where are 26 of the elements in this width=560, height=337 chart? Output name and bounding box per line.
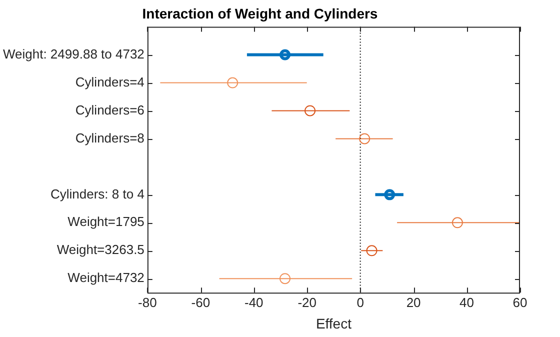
- x-tick-label: -20: [298, 294, 316, 310]
- x-axis-title: Effect: [316, 315, 352, 332]
- x-tick-label: 40: [460, 294, 474, 310]
- x-tick-label: 60: [512, 294, 528, 310]
- point: [280, 273, 291, 284]
- y-tick-label: Weight=4732: [68, 270, 144, 286]
- y-tick-label: Weight=3263.5: [56, 242, 144, 258]
- x-tick-label: -60: [191, 294, 210, 310]
- point: [227, 77, 238, 88]
- x-tick-label: -80: [138, 294, 157, 310]
- point: [304, 105, 316, 116]
- point: [452, 217, 463, 228]
- point: [366, 245, 378, 256]
- x-tick-label: -40: [244, 294, 264, 310]
- y-tick-label: Cylinders=4: [75, 74, 144, 90]
- point: [280, 49, 291, 60]
- y-tick-label: Cylinders: 8 to 4: [50, 186, 144, 202]
- x-tick-label: 20: [406, 294, 421, 310]
- y-tick-label: Cylinders=6: [75, 102, 144, 118]
- point: [384, 189, 396, 200]
- y-tick-label: Weight=1795: [68, 214, 144, 230]
- x-tick-label: 0: [356, 294, 364, 310]
- point: [359, 133, 370, 144]
- y-tick-label: Weight: 2499.88 to 4732: [2, 46, 144, 62]
- chart-title: Interaction of Weight and Cylinders: [142, 5, 378, 22]
- y-tick-label: Cylinders=8: [75, 130, 144, 146]
